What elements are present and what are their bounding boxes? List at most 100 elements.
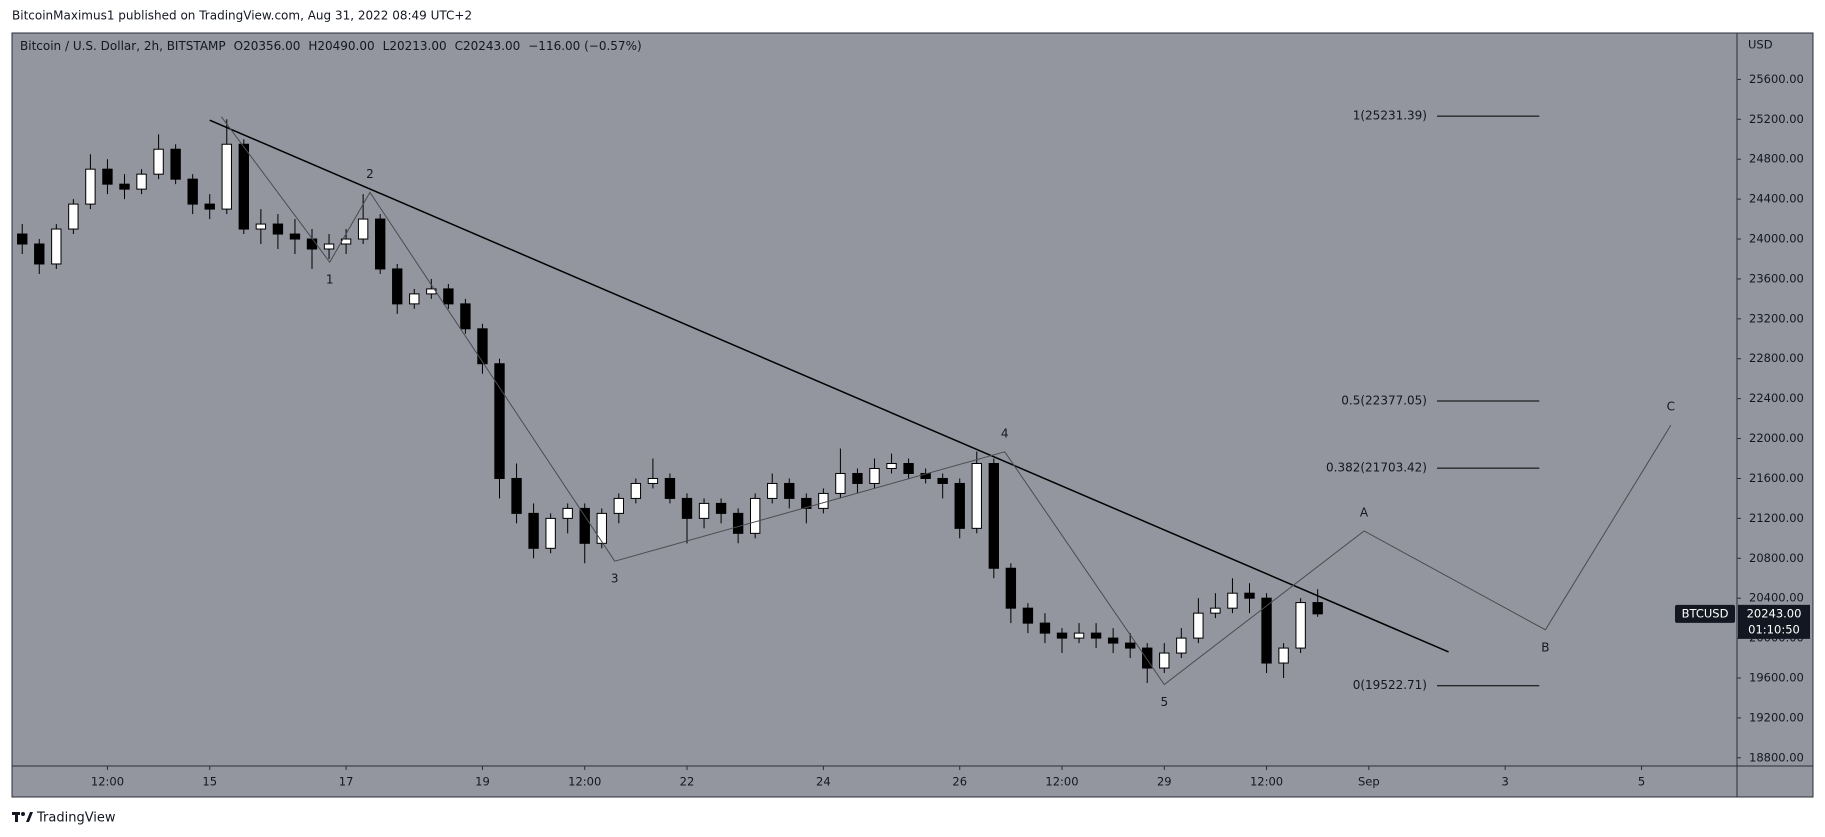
candle-body xyxy=(1142,647,1153,669)
candle-body xyxy=(1090,632,1102,639)
ohlc-value: 20490.00 xyxy=(317,39,374,53)
y-tick-label: 20400.00 xyxy=(1749,591,1804,605)
candle-body xyxy=(1005,567,1017,609)
candle-body xyxy=(596,512,607,544)
x-tick-label: 24 xyxy=(816,775,831,789)
candle-body xyxy=(818,492,829,509)
ohlc-value: 20356.00 xyxy=(243,39,300,53)
candle-body xyxy=(1244,592,1255,599)
candle-body xyxy=(613,497,625,514)
candle-body xyxy=(494,363,505,479)
x-tick-label: Sep xyxy=(1358,775,1380,789)
currency: USD xyxy=(1748,38,1773,52)
candle-body xyxy=(187,178,198,205)
candle-body xyxy=(630,482,642,499)
wave-label: 2 xyxy=(366,167,374,181)
candle-body xyxy=(1124,642,1136,649)
x-tick-label: 26 xyxy=(952,775,967,789)
y-tick-label: 22000.00 xyxy=(1749,431,1804,445)
candle-body xyxy=(460,303,471,330)
candle-body xyxy=(17,233,28,245)
y-tick-label: 21600.00 xyxy=(1749,471,1804,485)
candle-body xyxy=(1261,597,1272,664)
y-tick-label: 23600.00 xyxy=(1749,271,1804,285)
candle-body xyxy=(1295,602,1306,649)
candle-body xyxy=(119,183,130,190)
ohlc-value: 20213.00 xyxy=(389,39,446,53)
candle-body xyxy=(392,268,403,305)
candle-body xyxy=(852,472,863,484)
ohlc-key: C xyxy=(455,39,463,53)
logo-shape xyxy=(21,812,25,816)
candle-body xyxy=(272,223,284,235)
ticker: BTCUSD xyxy=(1682,606,1729,620)
wave-label: B xyxy=(1541,640,1549,654)
logo-shape xyxy=(26,812,33,822)
candle-body xyxy=(1227,592,1238,609)
wave-label: 1 xyxy=(326,273,334,287)
y-tick-label: 24800.00 xyxy=(1749,152,1804,166)
brand-logo: TradingView xyxy=(12,811,116,826)
candle-body xyxy=(306,238,318,250)
wave-label: 4 xyxy=(1001,426,1009,440)
candle-body xyxy=(920,472,931,479)
x-tick-label: 12:00 xyxy=(91,775,124,789)
candle-body xyxy=(102,168,113,185)
candle-body xyxy=(937,477,948,484)
trendline xyxy=(209,119,1449,653)
fib-label: 0(19522.71) xyxy=(1353,678,1427,692)
candle-body xyxy=(511,477,522,514)
candle-body xyxy=(1193,612,1204,639)
x-tick-label: 12:00 xyxy=(568,775,601,789)
fib-label: 0.5(22377.05) xyxy=(1341,393,1427,407)
y-tick-label: 18800.00 xyxy=(1749,750,1804,764)
candle-body xyxy=(477,328,488,365)
price-tag xyxy=(1738,604,1810,639)
y-tick-label: 25200.00 xyxy=(1749,112,1804,126)
candle-body xyxy=(1278,647,1289,664)
candle-body xyxy=(255,223,267,230)
wave-path xyxy=(220,116,1672,686)
candle-body xyxy=(34,243,45,265)
candle-body xyxy=(801,497,812,509)
x-tick-label: 3 xyxy=(1502,775,1509,789)
candle-body xyxy=(1107,637,1119,644)
candle-body xyxy=(749,497,761,534)
candle-body xyxy=(51,228,62,265)
y-tick-label: 21200.00 xyxy=(1749,511,1804,525)
wave-label: C xyxy=(1667,400,1675,414)
candle-body xyxy=(886,463,897,469)
candle-body xyxy=(1176,637,1187,654)
candle-body xyxy=(1312,602,1323,615)
candle-body xyxy=(238,143,250,230)
y-tick-label: 20800.00 xyxy=(1749,551,1804,565)
brand: TradingView xyxy=(36,811,116,826)
fib-label: 1(25231.39) xyxy=(1353,109,1427,123)
y-tick-label: 24400.00 xyxy=(1749,192,1804,206)
candle-body xyxy=(1159,652,1170,669)
candle-body xyxy=(988,463,1000,569)
candle-body xyxy=(374,218,386,270)
candle-body xyxy=(835,472,846,494)
candle-body xyxy=(869,467,880,484)
y-tick-label: 25600.00 xyxy=(1749,72,1804,86)
x-tick-label: 15 xyxy=(202,775,217,789)
candle-body xyxy=(579,507,590,544)
y-tick-label: 22800.00 xyxy=(1749,351,1804,365)
candle-body xyxy=(698,502,710,519)
x-tick-label: 17 xyxy=(339,775,354,789)
candle-body xyxy=(784,482,795,499)
candle-body xyxy=(409,293,420,305)
x-tick-label: 19 xyxy=(475,775,490,789)
x-tick-label: 5 xyxy=(1638,775,1645,789)
logo-shape xyxy=(15,812,18,822)
x-tick-label: 12:00 xyxy=(1250,775,1283,789)
wave-label: A xyxy=(1360,505,1369,519)
candle-body xyxy=(715,502,727,514)
candle-body xyxy=(954,482,965,529)
candle-body xyxy=(1022,607,1034,624)
candle-body xyxy=(204,203,215,210)
countdown: 01:10:50 xyxy=(1748,622,1800,636)
candle-body xyxy=(85,168,96,205)
y-tick-label: 22400.00 xyxy=(1749,391,1804,405)
